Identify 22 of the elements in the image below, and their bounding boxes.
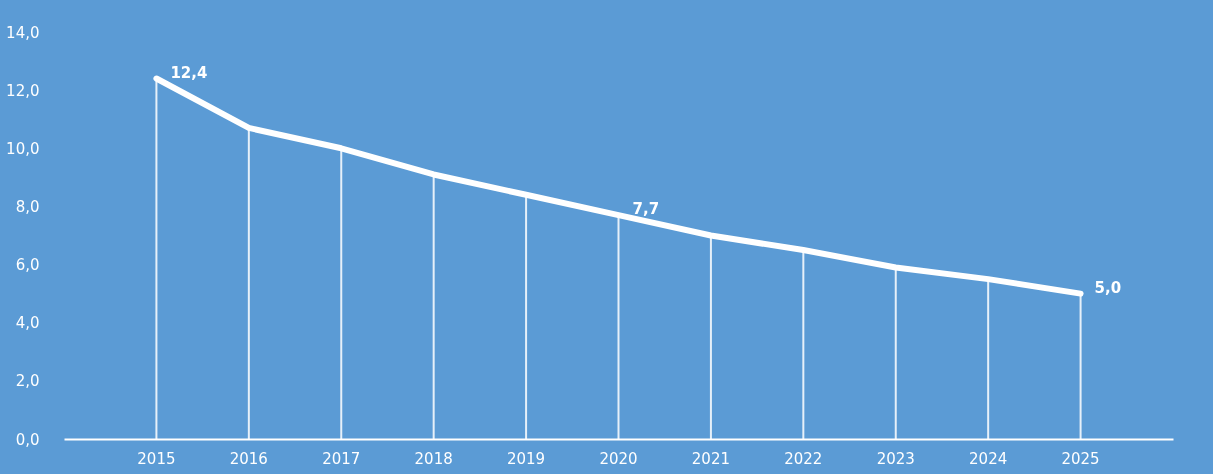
y-tick-label: 6,0 [15,256,40,275]
x-tick-label: 2025 [1061,449,1100,468]
x-tick-label: 2017 [322,449,361,468]
y-tick-label: 8,0 [15,197,40,216]
data-label: 7,7 [632,200,660,219]
data-label: 12,4 [170,63,208,82]
x-tick-label: 2016 [229,449,268,468]
y-tick-label: 2,0 [15,372,40,391]
y-tick-label: 10,0 [6,139,40,158]
x-tick-label: 2020 [599,449,638,468]
x-tick-label: 2018 [414,449,453,468]
x-tick-label: 2019 [506,449,546,468]
x-tick-label: 2015 [137,449,176,468]
x-tick-label: 2021 [691,449,731,468]
y-tick-label: 0,0 [15,430,40,449]
data-label: 5,0 [1094,278,1122,297]
y-tick-label: 4,0 [15,314,40,333]
x-tick-label: 2023 [876,449,915,468]
y-tick-label: 14,0 [6,23,40,42]
y-tick-label: 12,0 [6,81,40,100]
x-tick-label: 2022 [784,449,823,468]
x-tick-label: 2024 [969,449,1008,468]
